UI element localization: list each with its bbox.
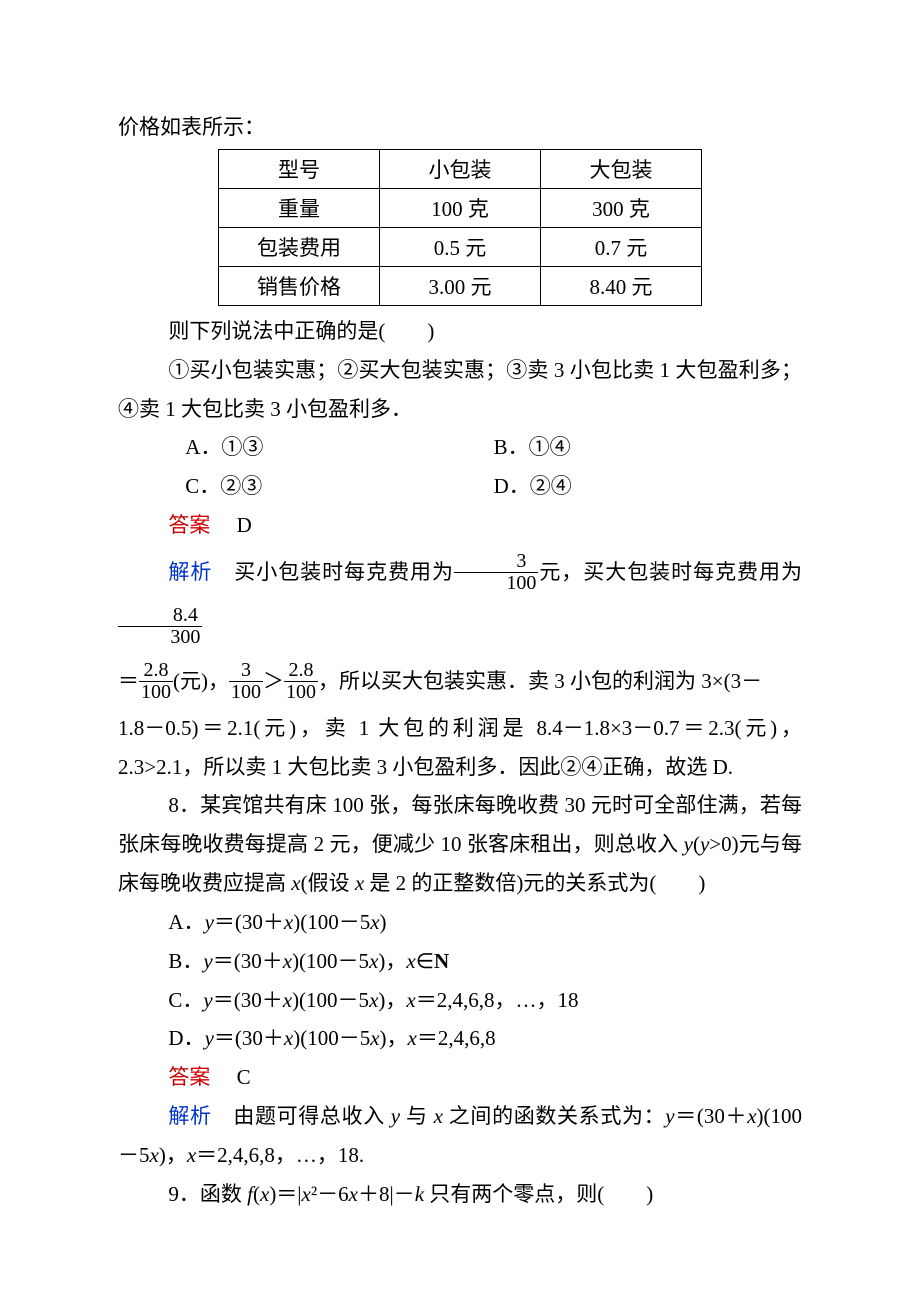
- q8-stem: 8．某宾馆共有床 100 张，每张床每晚收费 30 元时可全部住满，若每张床每晚…: [118, 786, 802, 903]
- analysis-text: (元)，: [173, 669, 229, 693]
- analysis-label: 解析: [168, 1104, 211, 1128]
- q9-stem: 9．函数 f(x)＝|x²－6x＋8|－k 只有两个零点，则( ): [118, 1175, 802, 1214]
- fraction-num: 2.8: [284, 660, 318, 681]
- fraction-2p8-over-100: 2.8100: [139, 660, 173, 703]
- table-cell: 大包装: [541, 149, 702, 188]
- gt-sign: ＞: [263, 669, 284, 693]
- q7-answer: 答案 D: [118, 506, 802, 545]
- table-row: 重量 100 克 300 克: [219, 188, 702, 227]
- table-cell: 8.40 元: [541, 266, 702, 305]
- q7-option-d: D．②④: [494, 467, 802, 506]
- q8-analysis: 解析 由题可得总收入 y 与 x 之间的函数关系式为：y＝(30＋x)(100－…: [118, 1097, 802, 1175]
- fraction-num: 8.4: [118, 605, 202, 626]
- analysis-text: 买小包装时每克费用为: [234, 560, 454, 584]
- q7-options-row-2: C．②③ D．②④: [118, 467, 802, 506]
- table-cell: 0.5 元: [380, 227, 541, 266]
- table-cell: 销售价格: [219, 266, 380, 305]
- spacer: [212, 560, 234, 584]
- fraction-num: 3: [229, 660, 263, 681]
- answer-value-text: C: [237, 1065, 251, 1089]
- table-cell: 重量: [219, 188, 380, 227]
- q7-options-row-1: A．①③ B．①④: [118, 428, 802, 467]
- table-row: 型号 小包装 大包装: [219, 149, 702, 188]
- fraction-2p8-over-100-b: 2.8100: [284, 660, 318, 703]
- q8-answer: 答案 C: [118, 1058, 802, 1097]
- spacer: [212, 1104, 234, 1128]
- answer-value-text: D: [237, 513, 252, 537]
- spacer: [216, 1065, 237, 1089]
- fraction-3-over-100-b: 3100: [229, 660, 263, 703]
- price-table-wrap: 型号 小包装 大包装 重量 100 克 300 克 包装费用 0.5 元 0.7…: [118, 149, 802, 306]
- var-y: y: [684, 832, 693, 856]
- q7-stem-2: ①买小包装实惠；②买大包装实惠；③卖 3 小包比卖 1 大包盈利多；④卖 1 大…: [118, 351, 802, 429]
- fraction-den: 100: [139, 681, 173, 703]
- answer-value: [216, 513, 237, 537]
- q8-option-d: D．y＝(30＋x)(100－5x)，x＝2,4,6,8: [118, 1019, 802, 1058]
- table-cell: 小包装: [380, 149, 541, 188]
- fraction-3-over-100: 3100: [454, 551, 538, 594]
- page: 价格如表所示： 型号 小包装 大包装 重量 100 克 300 克 包装费用 0…: [0, 0, 920, 1304]
- q7-analysis-line3: 1.8－0.5)＝2.1(元)，卖 1 大包的利润是 8.4－1.8×3－0.7…: [118, 709, 802, 787]
- var-x: x: [355, 871, 364, 895]
- q7-stem-1: 则下列说法中正确的是( ): [118, 312, 802, 351]
- q8-option-c: C．y＝(30＋x)(100－5x)，x＝2,4,6,8，…，18: [118, 981, 802, 1020]
- fraction-den: 300: [118, 626, 202, 648]
- q8-option-b: B．y＝(30＋x)(100－5x)，x∈N: [118, 942, 802, 981]
- table-cell: 0.7 元: [541, 227, 702, 266]
- q7-analysis-line2: ＝2.8100(元)，3100＞2.8100，所以买大包装实惠．卖 3 小包的利…: [118, 654, 802, 709]
- q7-analysis-line1: 解析 买小包装时每克费用为3100元，买大包装时每克费用为 8.4300: [118, 545, 802, 654]
- equals-sign: ＝: [118, 669, 139, 693]
- fraction-num: 3: [454, 551, 538, 572]
- q7-option-b: B．①④: [494, 428, 802, 467]
- fraction-num: 2.8: [139, 660, 173, 681]
- answer-label: 答案: [168, 513, 210, 537]
- table-cell: 300 克: [541, 188, 702, 227]
- price-table: 型号 小包装 大包装 重量 100 克 300 克 包装费用 0.5 元 0.7…: [218, 149, 702, 306]
- var-x: x: [291, 871, 300, 895]
- fraction-den: 100: [229, 681, 263, 703]
- analysis-text: ，所以买大包装实惠．卖 3 小包的利润为 3×(3－: [318, 669, 762, 693]
- table-cell: 型号: [219, 149, 380, 188]
- q7-option-a: A．①③: [185, 428, 493, 467]
- fraction-den: 100: [454, 572, 538, 594]
- table-row: 销售价格 3.00 元 8.40 元: [219, 266, 702, 305]
- q7-option-c: C．②③: [185, 467, 493, 506]
- table-row: 包装费用 0.5 元 0.7 元: [219, 227, 702, 266]
- table-cell: 100 克: [380, 188, 541, 227]
- fraction-den: 100: [284, 681, 318, 703]
- analysis-label: 解析: [168, 560, 212, 584]
- table-cell: 3.00 元: [380, 266, 541, 305]
- var-y: y: [700, 832, 709, 856]
- lead-in-text: 价格如表所示：: [118, 108, 802, 147]
- table-cell: 包装费用: [219, 227, 380, 266]
- answer-label: 答案: [168, 1065, 210, 1089]
- q8-option-a: A．y＝(30＋x)(100－5x): [118, 903, 802, 942]
- analysis-text: 元，买大包装时每克费用为: [538, 560, 802, 584]
- fraction-8p4-over-300: 8.4300: [118, 605, 202, 648]
